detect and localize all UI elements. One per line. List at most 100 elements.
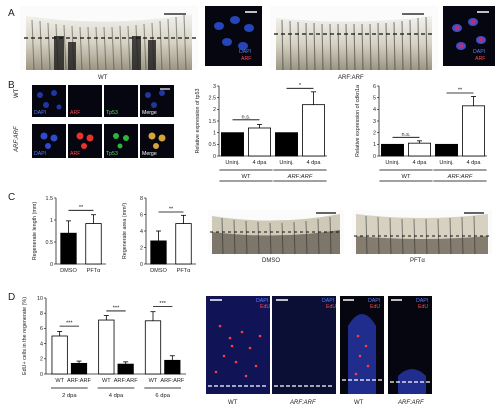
group-label: ARF:ARF bbox=[447, 174, 473, 180]
group-label: 2 dpa bbox=[62, 393, 77, 399]
y-tick-label: 1 bbox=[373, 142, 376, 148]
y-tick-label: 6 bbox=[40, 326, 43, 332]
d-wt-b-dapi-label: DAPI bbox=[368, 298, 381, 304]
category-label: 4 dpa bbox=[307, 160, 322, 166]
bar bbox=[85, 223, 102, 265]
significance-label: n.s. bbox=[401, 132, 410, 138]
y-tick-label: 2.5 bbox=[209, 95, 217, 101]
fin-photo-pft bbox=[352, 210, 492, 254]
d-arf-section-a: DAPI EdU bbox=[272, 296, 336, 394]
bar bbox=[150, 240, 167, 265]
y-tick-label: 2 bbox=[140, 245, 143, 251]
category-label: PFTα bbox=[177, 268, 192, 274]
d-arf-b-dapi-label: DAPI bbox=[416, 298, 429, 304]
b-wt-arf: ARF bbox=[68, 85, 102, 117]
b-wt-dapi: DAPI bbox=[32, 85, 66, 117]
d-wt-section-b: DAPI EdU bbox=[340, 296, 384, 394]
bar bbox=[117, 363, 134, 375]
y-tick-label: 4 bbox=[140, 229, 143, 235]
category-label: Uninj. bbox=[439, 160, 454, 166]
b-arf-arf: ARF bbox=[68, 124, 102, 158]
bar bbox=[248, 127, 271, 157]
inset-wt-arf-label: ARF bbox=[241, 56, 252, 62]
category-label: 4 dpa bbox=[467, 160, 482, 166]
label-pft-photo: PFTα bbox=[410, 258, 425, 264]
group-label: 6 dpa bbox=[155, 393, 170, 399]
y-tick-label: 0.5 bbox=[209, 142, 217, 148]
y-tick-label: 6 bbox=[140, 212, 143, 218]
y-tick-label: 0 bbox=[213, 154, 216, 160]
category-label: ARF:ARF bbox=[160, 378, 185, 384]
b-wt-merge-label: Merge bbox=[142, 110, 157, 116]
bar bbox=[302, 104, 325, 157]
category-label: ARF:ARF bbox=[67, 378, 92, 384]
y-tick-label: 2 bbox=[40, 357, 43, 363]
y-tick-label: 5 bbox=[373, 95, 376, 101]
b-wt-tp53: Tp53 bbox=[104, 85, 138, 117]
group-label: 4 dpa bbox=[109, 393, 124, 399]
y-tick-label: 0 bbox=[373, 154, 376, 160]
bar bbox=[408, 142, 431, 157]
y-tick-label: 2 bbox=[373, 130, 376, 136]
group-label: WT bbox=[241, 174, 250, 180]
label-arf-a: ARF:ARF bbox=[338, 75, 364, 81]
y-tick-label: 2 bbox=[213, 107, 216, 113]
bar bbox=[51, 335, 68, 375]
y-tick-label: 3 bbox=[373, 119, 376, 125]
bar bbox=[435, 143, 458, 157]
chart-area: Regenerate area (mm²) 0 2 4 6 8 DMSO PFTα ** bbox=[122, 196, 196, 274]
significance-label: ** bbox=[458, 88, 463, 94]
b-arf-tp53-label: Tp53 bbox=[106, 151, 118, 157]
y-tick-label: 1.5 bbox=[46, 196, 54, 202]
chart-cdkn1a: Relative expression of cdkn1a 0 1 2 3 4 5 6 Unin… bbox=[355, 84, 487, 182]
category-label: Uninj. bbox=[225, 160, 240, 166]
d-wt-a-edu-label: EdU bbox=[260, 304, 271, 310]
category-label: Uninj. bbox=[279, 160, 294, 166]
y-tick-label: 4 bbox=[373, 107, 376, 113]
bar bbox=[462, 105, 485, 157]
b-arf-merge: Merge bbox=[140, 124, 174, 158]
y-tick-label: 0 bbox=[140, 262, 143, 268]
bar bbox=[221, 132, 244, 157]
bar bbox=[275, 132, 298, 157]
chart-tp53: Relative expression of tp53 0 0.5 1 1.5 2 2.5 3… bbox=[195, 83, 327, 182]
y-axis-label: EdU+ cells in the regenerate (%) bbox=[22, 297, 28, 375]
bar bbox=[164, 359, 181, 375]
d-label-wt-1: WT bbox=[228, 400, 238, 406]
category-label: DMSO bbox=[60, 268, 77, 274]
category-label: Uninj. bbox=[385, 160, 400, 166]
d-arf-a-dapi-label: DAPI bbox=[322, 298, 335, 304]
bar bbox=[144, 320, 162, 375]
category-label: PFTα bbox=[87, 268, 102, 274]
b-arf-merge-label: Merge bbox=[142, 151, 157, 157]
d-label-arf-1: ARF:ARF bbox=[290, 400, 316, 406]
bar bbox=[175, 223, 192, 265]
y-tick-label: 1 bbox=[213, 130, 216, 136]
category-label: WT bbox=[149, 378, 158, 384]
d-wt-section-a: DAPI EdU bbox=[206, 296, 270, 394]
y-axis-label: Relative expression of cdkn1a bbox=[355, 85, 361, 157]
chart-length: Regenerate length (mm) 0 0.5 1 1.5 DMSO PFTα ** bbox=[32, 196, 106, 274]
label-dmso-photo: DMSO bbox=[262, 258, 280, 264]
y-axis-label: Regenerate length (mm) bbox=[32, 202, 38, 261]
b-wt-tp53-label: Tp53 bbox=[106, 110, 118, 116]
panel-letter-a: A bbox=[8, 8, 15, 19]
b-arf-arf-label: ARF bbox=[70, 151, 81, 157]
fin-photo-wt bbox=[20, 6, 198, 70]
significance-label: *** bbox=[66, 321, 73, 327]
significance-label: *** bbox=[113, 305, 120, 311]
category-label: 4 dpa bbox=[253, 160, 268, 166]
y-tick-label: 8 bbox=[40, 311, 43, 317]
y-tick-label: 10 bbox=[37, 296, 43, 302]
inset-wt-micrograph: DAPI ARF bbox=[205, 6, 262, 66]
d-wt-a-dapi-label: DAPI bbox=[256, 298, 269, 304]
significance-label: * bbox=[299, 83, 302, 89]
y-tick-label: 0 bbox=[50, 262, 53, 268]
row-label-arf: ARF:ARF bbox=[14, 126, 20, 152]
significance-label: ** bbox=[79, 205, 84, 211]
row-label-wt: WT bbox=[14, 88, 20, 98]
b-arf-dapi-label: DAPI bbox=[34, 151, 47, 157]
fin-photo-dmso bbox=[208, 210, 344, 254]
y-axis-label: Relative expression of tp53 bbox=[195, 88, 201, 153]
